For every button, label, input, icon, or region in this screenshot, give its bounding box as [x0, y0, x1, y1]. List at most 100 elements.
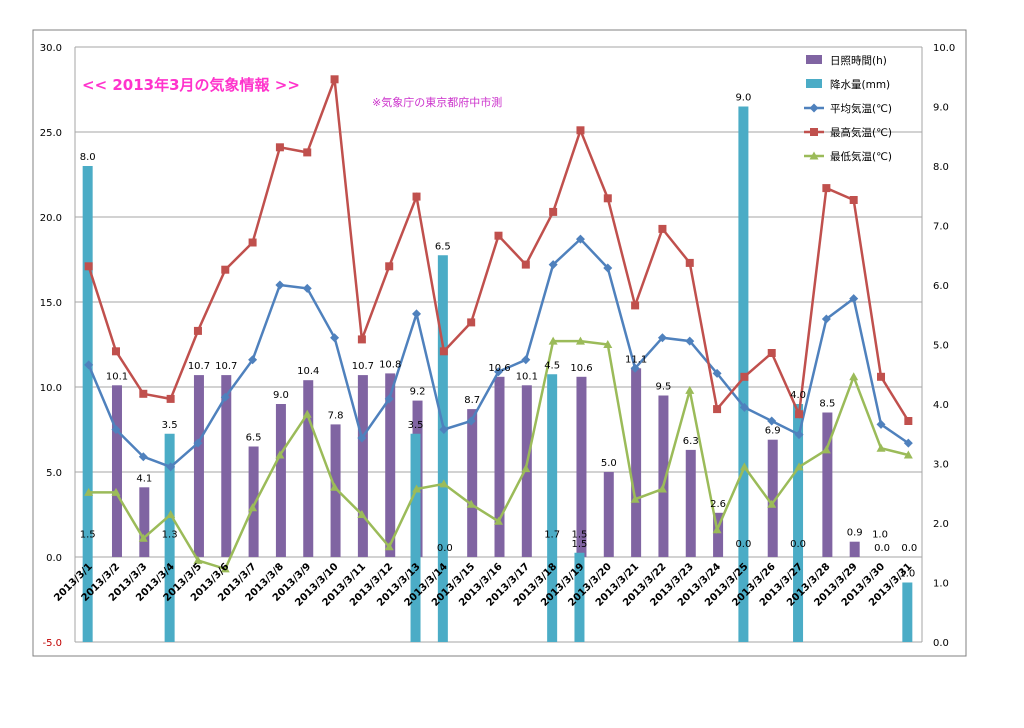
legend-label: 平均気温(℃) — [830, 102, 892, 115]
line-point — [712, 368, 722, 378]
line-point — [521, 464, 531, 473]
sunshine-label: 10.8 — [379, 359, 401, 370]
line-point — [384, 394, 394, 404]
legend: 日照時間(h) 降水量(mm) 平均気温(℃) 最高気温(℃) 最低気温(℃) — [804, 55, 892, 163]
line-point — [603, 340, 613, 348]
rainfall-label: 4.0 — [790, 390, 806, 401]
line-point — [685, 385, 695, 394]
rainfall-label: 6.5 — [435, 241, 451, 252]
line-point — [549, 207, 558, 216]
rainfall-bar — [574, 552, 585, 642]
line-point — [630, 494, 640, 503]
right-tick-label: 5.0 — [933, 341, 949, 352]
line-point — [521, 355, 531, 365]
line-point — [84, 487, 94, 496]
left-tick-label: 0.0 — [46, 553, 62, 564]
lines-layer — [84, 75, 913, 573]
sunshine-label: 10.4 — [297, 366, 319, 377]
line-point — [657, 333, 667, 343]
sunshine-label: 9.2 — [410, 387, 426, 398]
legend-marker — [809, 103, 819, 113]
line-point — [767, 349, 776, 357]
line-point — [275, 143, 284, 152]
line-point — [821, 445, 831, 454]
line-point — [193, 438, 203, 448]
line-point — [849, 372, 859, 381]
line-point — [575, 336, 585, 345]
sunshine-bar — [303, 380, 314, 557]
line-point — [767, 416, 777, 426]
sunshine-bar — [385, 373, 396, 557]
line-point — [84, 360, 94, 370]
line-point — [248, 238, 257, 247]
sunshine-label: 11.1 — [625, 354, 647, 365]
line-point — [193, 555, 203, 564]
sunshine-label: 10.1 — [106, 371, 128, 382]
sunshine-bar — [275, 404, 286, 557]
chart-title: << 2013年3月の気象情報 >> — [82, 76, 300, 94]
line-point — [412, 484, 422, 493]
chart-subtitle: ※気象庁の東京都府中市測 — [372, 95, 502, 109]
right-tick-label: 3.0 — [933, 460, 949, 471]
line-point — [384, 542, 394, 551]
sunshine-label: 7.8 — [328, 410, 344, 421]
left-tick-label: 20.0 — [40, 213, 62, 224]
rainfall-label: 8.0 — [80, 152, 96, 163]
sunshine-bar — [767, 439, 778, 557]
rainfall-label: 1.0 — [899, 569, 915, 580]
sunshine-bar — [713, 512, 724, 557]
line-point — [630, 363, 640, 373]
line-point — [876, 419, 886, 429]
line-point — [221, 265, 230, 274]
line-point — [603, 263, 613, 273]
line-point — [466, 499, 476, 508]
extra-label: 0.0 — [735, 539, 751, 550]
line-point — [548, 260, 558, 270]
legend-label: 最低気温(℃) — [830, 150, 892, 163]
line-point — [739, 462, 749, 471]
legend-swatch — [806, 55, 822, 64]
rainfall-label: 4.5 — [544, 360, 560, 371]
sunshine-bar — [603, 472, 614, 557]
extra-label: 1.5 — [80, 530, 96, 541]
sunshine-bar — [248, 446, 259, 557]
sunshine-bar — [494, 376, 505, 557]
rainfall-bar — [164, 433, 175, 642]
right-tick-label: 10.0 — [933, 43, 955, 54]
legend-entry: 最低気温(℃) — [804, 150, 892, 163]
line-point — [658, 224, 667, 233]
legend-entry: 最高気温(℃) — [804, 126, 892, 139]
line-point — [494, 231, 503, 240]
line-point — [821, 314, 831, 324]
left-tick-label: 10.0 — [40, 383, 62, 394]
legend-swatch — [806, 79, 822, 88]
rainfall-label: 3.5 — [162, 420, 178, 431]
line-point — [740, 372, 749, 381]
sunshine-label: 0.0 — [437, 543, 453, 554]
sunshine-label: 9.5 — [655, 382, 671, 393]
sunshine-bar — [822, 412, 833, 557]
line-point — [685, 336, 695, 346]
line-point — [685, 258, 694, 267]
line-point — [795, 410, 804, 419]
line-point — [412, 192, 421, 201]
line-point — [412, 309, 422, 319]
legend-entry: 日照時間(h) — [806, 55, 887, 67]
rainfall-bar — [793, 404, 804, 642]
rainfall-label: 3.5 — [408, 420, 424, 431]
line-point — [138, 533, 148, 542]
line-point — [767, 499, 777, 508]
rainfall-bar — [902, 582, 913, 642]
line-point — [193, 326, 202, 335]
line-point — [575, 234, 585, 244]
rainfall-label: 9.0 — [735, 93, 751, 104]
line-point — [357, 510, 367, 518]
sunshine-label: 10.7 — [188, 361, 210, 372]
line-point — [166, 394, 175, 403]
sunshine-bar — [685, 449, 696, 557]
line-point — [494, 367, 503, 377]
sunshine-label: 9.0 — [273, 390, 289, 401]
legend-marker — [810, 128, 818, 136]
sunshine-bar — [139, 487, 150, 557]
line-point — [467, 318, 476, 327]
